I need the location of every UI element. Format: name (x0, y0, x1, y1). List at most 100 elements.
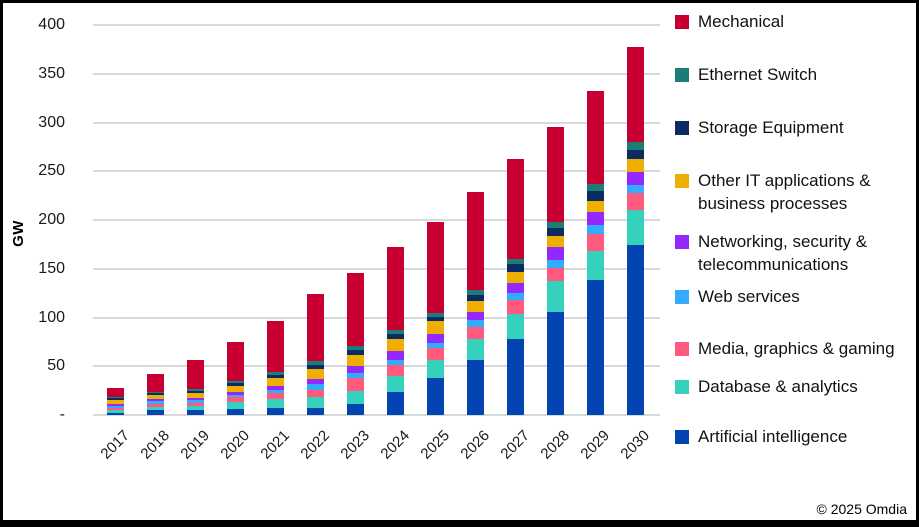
bar-segment (306, 365, 324, 370)
gridline (93, 414, 660, 416)
bar-segment (346, 272, 364, 347)
bar-segment (266, 375, 284, 379)
bar-segment (186, 390, 204, 394)
bar-2026 (455, 25, 495, 415)
bar-segment (586, 225, 604, 235)
bar-2030 (615, 25, 655, 415)
bar-segment (626, 47, 644, 143)
legend-label: Other IT applications & business process… (698, 171, 871, 213)
bar-segment (626, 142, 644, 150)
bar-segment (226, 408, 244, 415)
legend-item: Networking, security & telecommunication… (675, 230, 916, 276)
bar-segment (546, 247, 564, 260)
bar-segment (146, 404, 164, 407)
bar-segment (426, 378, 444, 415)
bar-segment (186, 359, 204, 389)
bar-segment (266, 408, 284, 415)
bar-2023 (335, 25, 375, 415)
bar-segment (106, 407, 124, 411)
bar-segment (386, 339, 404, 352)
bar-segment (226, 385, 244, 393)
x-tick-label: 2022 (297, 427, 334, 463)
bar-segment (226, 341, 244, 382)
legend-swatch-icon (675, 121, 689, 135)
bar-segment (106, 405, 124, 408)
bar-segment (266, 392, 284, 400)
gridline (93, 121, 660, 124)
bar-segment (146, 401, 164, 405)
bar-segment (146, 399, 164, 402)
bar-segment (186, 388, 204, 391)
legend-item: Ethernet Switch (675, 63, 916, 86)
bar-segment (266, 385, 284, 390)
bar-segment (146, 406, 164, 411)
bar-segment (106, 398, 124, 401)
bar-2027 (495, 25, 535, 415)
y-tick-label: 250 (38, 162, 65, 180)
bar-segment (106, 400, 124, 404)
bar-segment (506, 292, 524, 300)
bar-segment (346, 354, 364, 366)
x-tick-label: 2017 (97, 427, 134, 463)
bar-segment (146, 391, 164, 394)
bar-segment (306, 361, 324, 366)
bar-segment (146, 393, 164, 396)
x-tick-label: 2028 (537, 427, 574, 463)
bar-segment (146, 395, 164, 400)
gridline (93, 316, 660, 319)
bar-segment (266, 320, 284, 372)
bar-segment (466, 338, 484, 361)
bar-segment (586, 91, 604, 185)
bar-2029 (575, 25, 615, 415)
x-tick-label: 2026 (457, 427, 494, 463)
y-tick-label: 50 (47, 357, 65, 375)
x-tick-label: 2030 (617, 427, 654, 463)
bar-2021 (255, 25, 295, 415)
bar-segment (306, 379, 324, 385)
copyright-text: © 2025 Omdia (816, 501, 907, 517)
bar-segment (466, 327, 484, 339)
bar-segment (386, 247, 404, 331)
bar-segment (346, 403, 364, 415)
bar-segment (426, 360, 444, 379)
bar-segment (106, 412, 124, 415)
legend-item: Artificial intelligence (675, 425, 916, 448)
bar-segment (306, 397, 324, 408)
bar-segment (146, 410, 164, 415)
bar-segment (186, 402, 204, 406)
bar-segment (186, 393, 204, 398)
legend-swatch-icon (675, 342, 689, 356)
y-tick-label: 300 (38, 113, 65, 131)
legend-item: Web services (675, 285, 916, 308)
bar-segment (306, 384, 324, 390)
bar-segment (546, 222, 564, 228)
bar-segment (546, 260, 564, 269)
x-tick-label: 2025 (417, 427, 454, 463)
y-tick-label: 100 (38, 308, 65, 326)
legend-swatch-icon (675, 174, 689, 188)
bar-2022 (295, 25, 335, 415)
bar-segment (226, 381, 244, 384)
bar-segment (506, 272, 524, 283)
bar-2017 (95, 25, 135, 415)
bar-segment (306, 407, 324, 415)
bar-segment (186, 397, 204, 401)
bar-segment (426, 321, 444, 334)
bar-segment (426, 348, 444, 361)
legend-item: Database & analytics (675, 375, 916, 398)
bar-segment (386, 375, 404, 393)
gridline (93, 219, 660, 221)
bar-segment (586, 184, 604, 192)
x-tick-label: 2029 (577, 427, 614, 463)
bar-segment (586, 191, 604, 202)
bar-segment (506, 259, 524, 264)
bar-segment (426, 317, 444, 322)
gridline (93, 72, 660, 75)
bar-segment (226, 401, 244, 409)
legend-label: Database & analytics (698, 377, 858, 396)
y-tick-label: - (59, 406, 65, 423)
y-tick-label: 150 (38, 259, 65, 277)
legend-item: Media, graphics & gaming (675, 337, 916, 360)
bar-segment (186, 405, 204, 410)
bar-segment (546, 235, 564, 248)
